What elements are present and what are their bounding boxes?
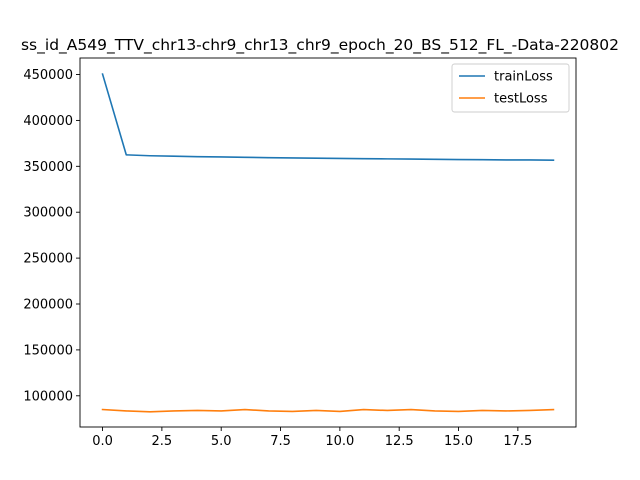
legend-label-testLoss: testLoss — [494, 92, 548, 107]
series-line-trainLoss — [101, 73, 555, 161]
axes-frame — [79, 57, 577, 428]
x-tick-label: 10.0 — [325, 434, 354, 449]
x-tick-label: 12.5 — [385, 434, 414, 449]
legend: trainLoss testLoss — [451, 63, 570, 113]
y-tick-label: 150000 — [23, 343, 73, 358]
y-tick-label: 250000 — [23, 252, 73, 267]
chart-title: ss_id_A549_TTV_chr13-chr9_chr13_chr9_epo… — [21, 36, 619, 55]
series-line-testLoss — [101, 408, 555, 413]
legend-label-trainLoss: trainLoss — [494, 70, 553, 85]
y-tick-label: 200000 — [23, 298, 73, 313]
x-tick-label: 7.5 — [270, 434, 291, 449]
y-tick-label: 100000 — [23, 389, 73, 404]
x-tick-label: 2.5 — [152, 434, 173, 449]
y-tick-label: 450000 — [23, 68, 73, 83]
x-tick-label: 0.0 — [92, 434, 113, 449]
x-tick-label: 15.0 — [444, 434, 473, 449]
y-tick-label: 300000 — [23, 206, 73, 221]
y-tick-label: 400000 — [23, 114, 73, 129]
y-tick-label: 350000 — [23, 160, 73, 175]
x-tick-label: 5.0 — [211, 434, 232, 449]
plot-area: 0.0 2.5 5.0 7.5 10.0 12.5 15.0 17.5 100000 150000… — [23, 57, 577, 449]
x-tick-label: 17.5 — [503, 434, 532, 449]
